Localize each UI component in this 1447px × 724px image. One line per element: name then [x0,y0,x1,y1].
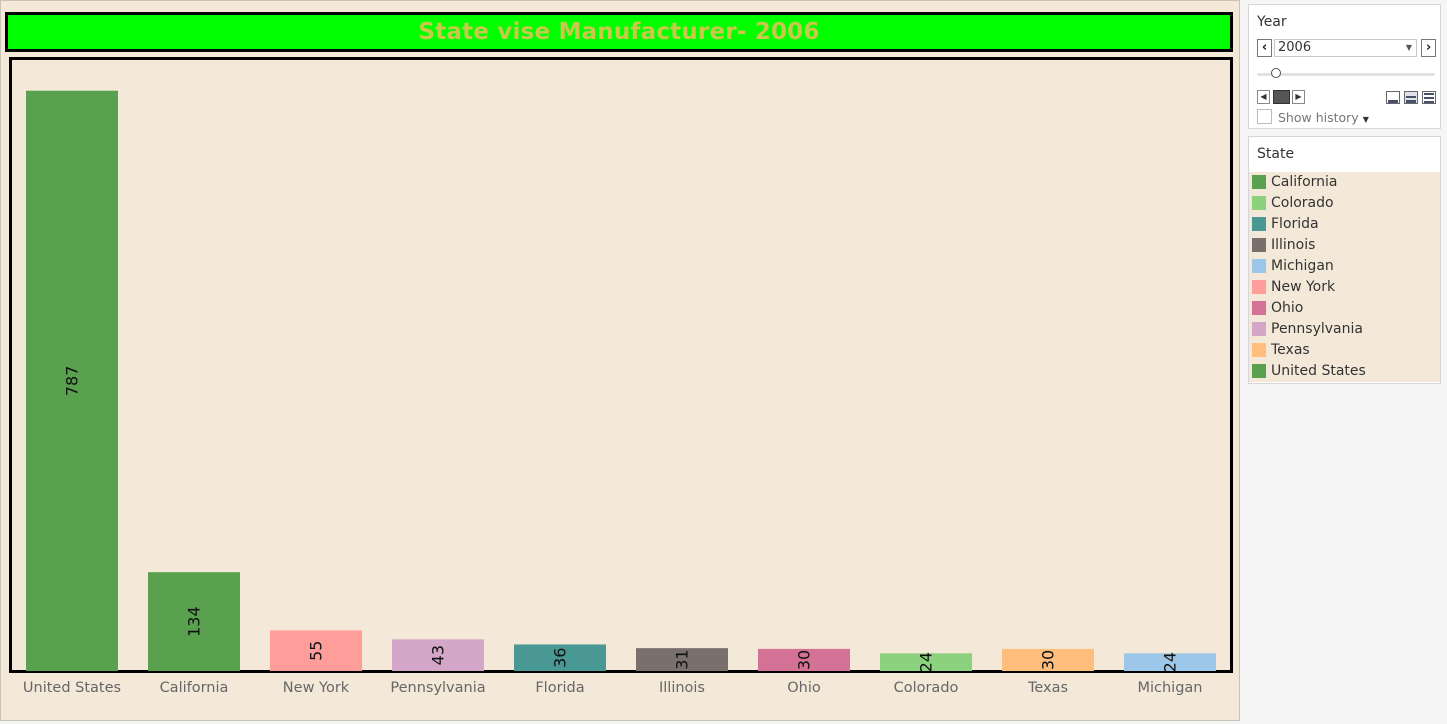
chevron-down-icon: ▼ [1405,43,1412,52]
legend-label: Illinois [1271,237,1316,253]
legend-item[interactable]: Michigan [1249,256,1440,277]
step-back-icon[interactable]: ◀ [1257,90,1270,104]
state-legend-panel: State California Colorado Florida Illinois M… [1248,136,1441,384]
category-label: Texas [1027,680,1068,696]
legend-label: Ohio [1271,300,1304,316]
year-filter-title: Year [1257,14,1287,30]
legend-swatch [1252,364,1266,378]
legend-item[interactable]: California [1249,172,1440,193]
legend-item[interactable]: Florida [1249,214,1440,235]
category-label: Florida [535,680,584,696]
legend-item[interactable]: New York [1249,277,1440,298]
side-panel: Year ‹ 2006 ▼ › ◀ ▶ Show history ▼ State… [1242,0,1447,724]
bar[interactable] [514,644,606,671]
bar-value-label: 36 [551,648,570,668]
caret-down-icon: ▼ [1362,115,1369,124]
chevron-left-icon[interactable]: ‹ [1257,39,1272,57]
category-label: United States [23,680,121,696]
legend-item[interactable]: Texas [1249,340,1440,361]
legend-item[interactable]: Colorado [1249,193,1440,214]
bar-value-label: 55 [307,641,326,661]
bar-chart: 787 United States 134 California 55 New York 4… [23,90,1216,696]
bar-value-label: 24 [1161,652,1180,672]
legend-label: United States [1271,363,1366,379]
legend-label: Pennsylvania [1271,321,1363,337]
chevron-right-icon[interactable]: › [1421,39,1436,57]
play-icon[interactable]: ▶ [1292,90,1305,104]
bar[interactable] [636,648,728,671]
legend-swatch [1252,322,1266,336]
legend-swatch [1252,343,1266,357]
legend-swatch [1252,259,1266,273]
show-history-toggle[interactable]: Show history ▼ [1278,110,1369,125]
legend-item[interactable]: Ohio [1249,298,1440,319]
legend-swatch [1252,196,1266,210]
legend-swatch [1252,301,1266,315]
bar[interactable] [880,653,972,671]
speed-fast-icon[interactable] [1422,91,1436,104]
legend-label: Michigan [1271,258,1334,274]
legend-label: Florida [1271,216,1319,232]
legend-item[interactable]: Illinois [1249,235,1440,256]
year-dropdown[interactable]: 2006 ▼ [1274,39,1417,57]
legend-list: California Colorado Florida Illinois Michiga… [1249,172,1440,382]
legend-swatch [1252,175,1266,189]
bar-value-label: 24 [917,652,936,672]
category-label: Pennsylvania [390,680,485,696]
bar-value-label: 134 [185,606,204,637]
legend-item[interactable]: Pennsylvania [1249,319,1440,340]
category-label: Michigan [1137,680,1202,696]
category-label: Ohio [787,680,821,696]
legend-swatch [1252,217,1266,231]
year-filter-panel: Year ‹ 2006 ▼ › ◀ ▶ Show history ▼ [1248,4,1441,129]
bar[interactable] [148,572,240,671]
bar-value-label: 43 [429,645,448,665]
legend-title: State [1257,146,1295,162]
year-selected-value: 2006 [1278,40,1312,55]
legend-item[interactable]: United States [1249,361,1440,382]
speed-medium-icon[interactable] [1404,91,1418,104]
category-label: New York [283,680,350,696]
legend-swatch [1252,280,1266,294]
bar[interactable] [1002,648,1094,671]
bar[interactable] [758,648,850,671]
dashboard-canvas: State vise Manufacturer- 2006 787 United … [0,0,1240,721]
year-slider-handle[interactable] [1271,68,1281,78]
chart-title: State vise Manufacturer- 2006 [5,12,1233,52]
legend-label: California [1271,174,1338,190]
stop-icon[interactable] [1273,90,1290,104]
legend-label: Colorado [1271,195,1334,211]
bar[interactable] [26,90,118,671]
bar-value-label: 30 [1039,650,1058,670]
bar[interactable] [1124,653,1216,671]
year-slider-track[interactable] [1257,73,1435,76]
bar[interactable] [270,630,362,671]
category-label: Illinois [659,680,705,696]
chart-frame [9,57,1233,673]
legend-swatch [1252,238,1266,252]
bar-value-label: 30 [795,650,814,670]
show-history-checkbox[interactable] [1257,109,1272,124]
show-history-label: Show history [1278,110,1359,125]
bar-value-label: 31 [673,649,692,669]
legend-label: Texas [1271,342,1310,358]
bar[interactable] [392,639,484,671]
legend-label: New York [1271,279,1336,295]
bar-value-label: 787 [62,366,81,397]
category-label: Colorado [894,680,959,696]
speed-slow-icon[interactable] [1386,91,1400,104]
category-label: California [160,680,229,696]
